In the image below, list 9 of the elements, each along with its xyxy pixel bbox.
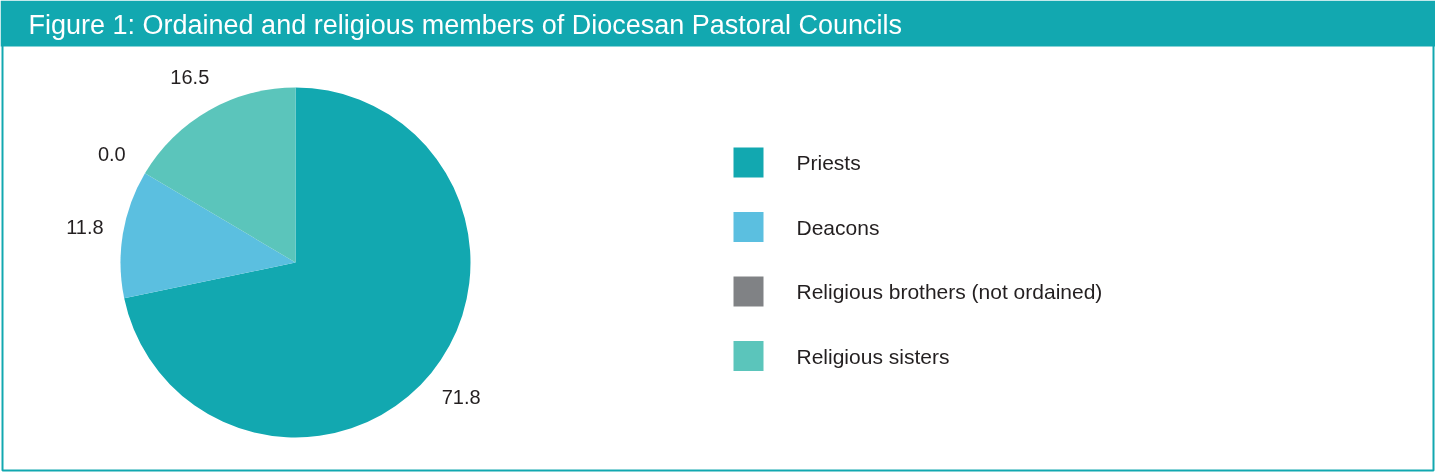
legend-label: Religious sisters [796,344,950,368]
data-label: 11.8 [66,216,104,239]
legend-label: Deacons [796,215,880,239]
data-label: 71.8 [441,386,481,409]
legend-label: Religious brothers (not ordained) [796,280,1103,303]
data-label: 16.5 [170,65,210,88]
text: 0.0 [97,142,126,165]
legend-label: Priests [796,151,861,174]
chart-title: Figure 1: Ordained and religious members of Diocesan Pastoral Councils [28,9,902,40]
